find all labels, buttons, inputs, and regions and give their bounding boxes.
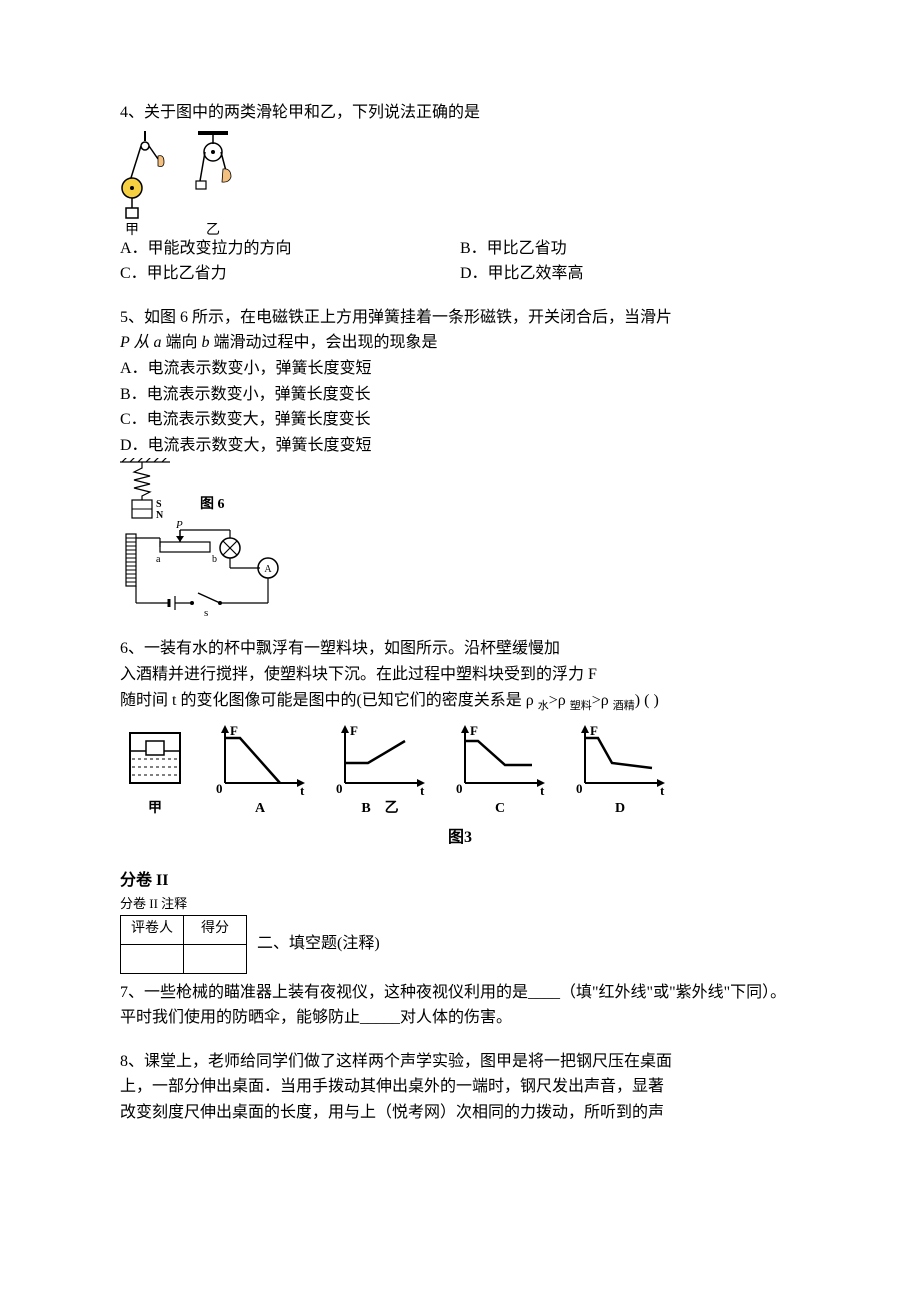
q4-options: A．甲能改变拉力的方向 C．甲比乙省力 B．甲比乙省功 D．甲比乙效率高 [120, 236, 800, 287]
scoring-col2-cell [184, 944, 247, 973]
svg-text:b: b [212, 554, 217, 565]
section-ii-note: 分卷 II 注释 [120, 894, 800, 915]
svg-text:F: F [470, 723, 478, 738]
question-6: 6、一装有水的杯中飘浮有一塑料块，如图所示。沿杯壁缓慢加 入酒精并进行搅拌，使塑… [120, 636, 800, 850]
svg-text:F: F [350, 723, 358, 738]
q6-chart-a: F t 0 A [210, 723, 310, 820]
q5-option-d: D．电流表示数变大，弹簧长度变短 [120, 433, 800, 459]
q7-blank1: ____ [528, 984, 560, 1001]
svg-text:t: t [420, 783, 425, 798]
scoring-table: 评卷人 得分 [120, 915, 247, 974]
question-8: 8、课堂上，老师给同学们做了这样两个声学实验，图甲是将一把钢尺压在桌面 上，一部… [120, 1049, 800, 1126]
svg-text:0: 0 [576, 781, 583, 796]
q7-blank2: _____ [360, 1009, 400, 1026]
svg-text:0: 0 [216, 781, 223, 796]
scoring-col1-cell [121, 944, 184, 973]
q4-option-d: D．甲比乙效率高 [460, 261, 800, 287]
question-4: 4、关于图中的两类滑轮甲和乙，下列说法正确的是 甲 [120, 100, 800, 287]
svg-text:A: A [264, 564, 272, 575]
svg-text:a: a [156, 554, 161, 565]
q8-line2: 上，一部分伸出桌面．当用手拨动其伸出桌外的一端时，钢尺发出声音，显著 [120, 1074, 800, 1100]
q4-label-jia: 甲 [125, 223, 139, 236]
svg-text:F: F [590, 723, 598, 738]
q6-line1: 6、一装有水的杯中飘浮有一塑料块，如图所示。沿杯壁缓慢加 [120, 636, 800, 662]
q6-fig3-label: 图3 [120, 825, 800, 851]
q6-chart-c: F t 0 C [450, 723, 550, 820]
q6-chart-b: F t 0 B 乙 [330, 723, 430, 820]
q5-figure: S N 图 6 a b P [120, 458, 800, 618]
question-5: 5、如图 6 所示，在电磁铁正上方用弹簧挂着一条形磁铁，开关闭合后，当滑片 P … [120, 305, 800, 619]
svg-text:0: 0 [456, 781, 463, 796]
svg-text:s: s [204, 607, 208, 618]
q5-option-c: C．电流表示数变大，弹簧长度变长 [120, 407, 800, 433]
svg-text:0: 0 [336, 781, 343, 796]
chart-d-svg: F t 0 [570, 723, 670, 798]
q4-option-a: A．甲能改变拉力的方向 [120, 236, 460, 262]
q8-line3: 改变刻度尺伸出桌面的长度，用与上（悦考网）次相同的力拨动，所听到的声 [120, 1100, 800, 1126]
scoring-col2-header: 得分 [184, 915, 247, 944]
chart-a-svg: F t 0 [210, 723, 310, 798]
chart-b-svg: F t 0 [330, 723, 430, 798]
chart-c-svg: F t 0 [450, 723, 550, 798]
q4-option-c: C．甲比乙省力 [120, 261, 460, 287]
q4-option-b: B．甲比乙省功 [460, 236, 800, 262]
svg-text:S: S [156, 499, 162, 510]
q6-line2: 入酒精并进行搅拌，使塑料块下沉。在此过程中塑料块受到的浮力 F [120, 662, 800, 688]
svg-text:t: t [300, 783, 305, 798]
svg-text:F: F [230, 723, 238, 738]
q5-option-b: B．电流表示数变小，弹簧长度变长 [120, 382, 800, 408]
q4-stem: 4、关于图中的两类滑轮甲和乙，下列说法正确的是 [120, 100, 800, 126]
svg-text:t: t [660, 783, 665, 798]
q6-figure-row: 甲 F t 0 A F t [120, 723, 800, 820]
pulley-figure: 甲 乙 [120, 126, 250, 236]
q4-figure: 甲 乙 [120, 126, 800, 236]
q8-line1: 8、课堂上，老师给同学们做了这样两个声学实验，图甲是将一把钢尺压在桌面 [120, 1049, 800, 1075]
q5-stem-line1: 5、如图 6 所示，在电磁铁正上方用弹簧挂着一条形磁铁，开关闭合后，当滑片 [120, 305, 800, 331]
q5-stem-line2: P 从 a 端向 b 端滑动过程中，会出现的现象是 [120, 330, 800, 356]
question-7: 7、一些枪械的瞄准器上装有夜视仪，这种夜视仪利用的是____（填"红外线"或"紫… [120, 980, 800, 1031]
scoring-col1-header: 评卷人 [121, 915, 184, 944]
electromagnet-circuit-figure: S N 图 6 a b P [120, 458, 300, 618]
q5-option-a: A．电流表示数变小，弹簧长度变短 [120, 356, 800, 382]
q6-cup-figure: 甲 [120, 723, 190, 820]
svg-text:t: t [540, 783, 545, 798]
section-ii-heading: 二、填空题(注释) [257, 931, 380, 957]
q4-label-yi: 乙 [206, 222, 220, 236]
q6-line3: 随时间 t 的变化图像可能是图中的(已知它们的密度关系是 ρ 水>ρ 塑料>ρ … [120, 688, 800, 716]
svg-text:P: P [175, 519, 183, 531]
section-ii-title: 分卷 II [120, 868, 800, 894]
section-ii: 分卷 II 分卷 II 注释 评卷人 得分 二、填空题(注释) [120, 868, 800, 973]
q6-chart-d: F t 0 D [570, 723, 670, 820]
svg-text:N: N [156, 510, 164, 521]
q5-figure-label: 图 6 [200, 496, 225, 512]
